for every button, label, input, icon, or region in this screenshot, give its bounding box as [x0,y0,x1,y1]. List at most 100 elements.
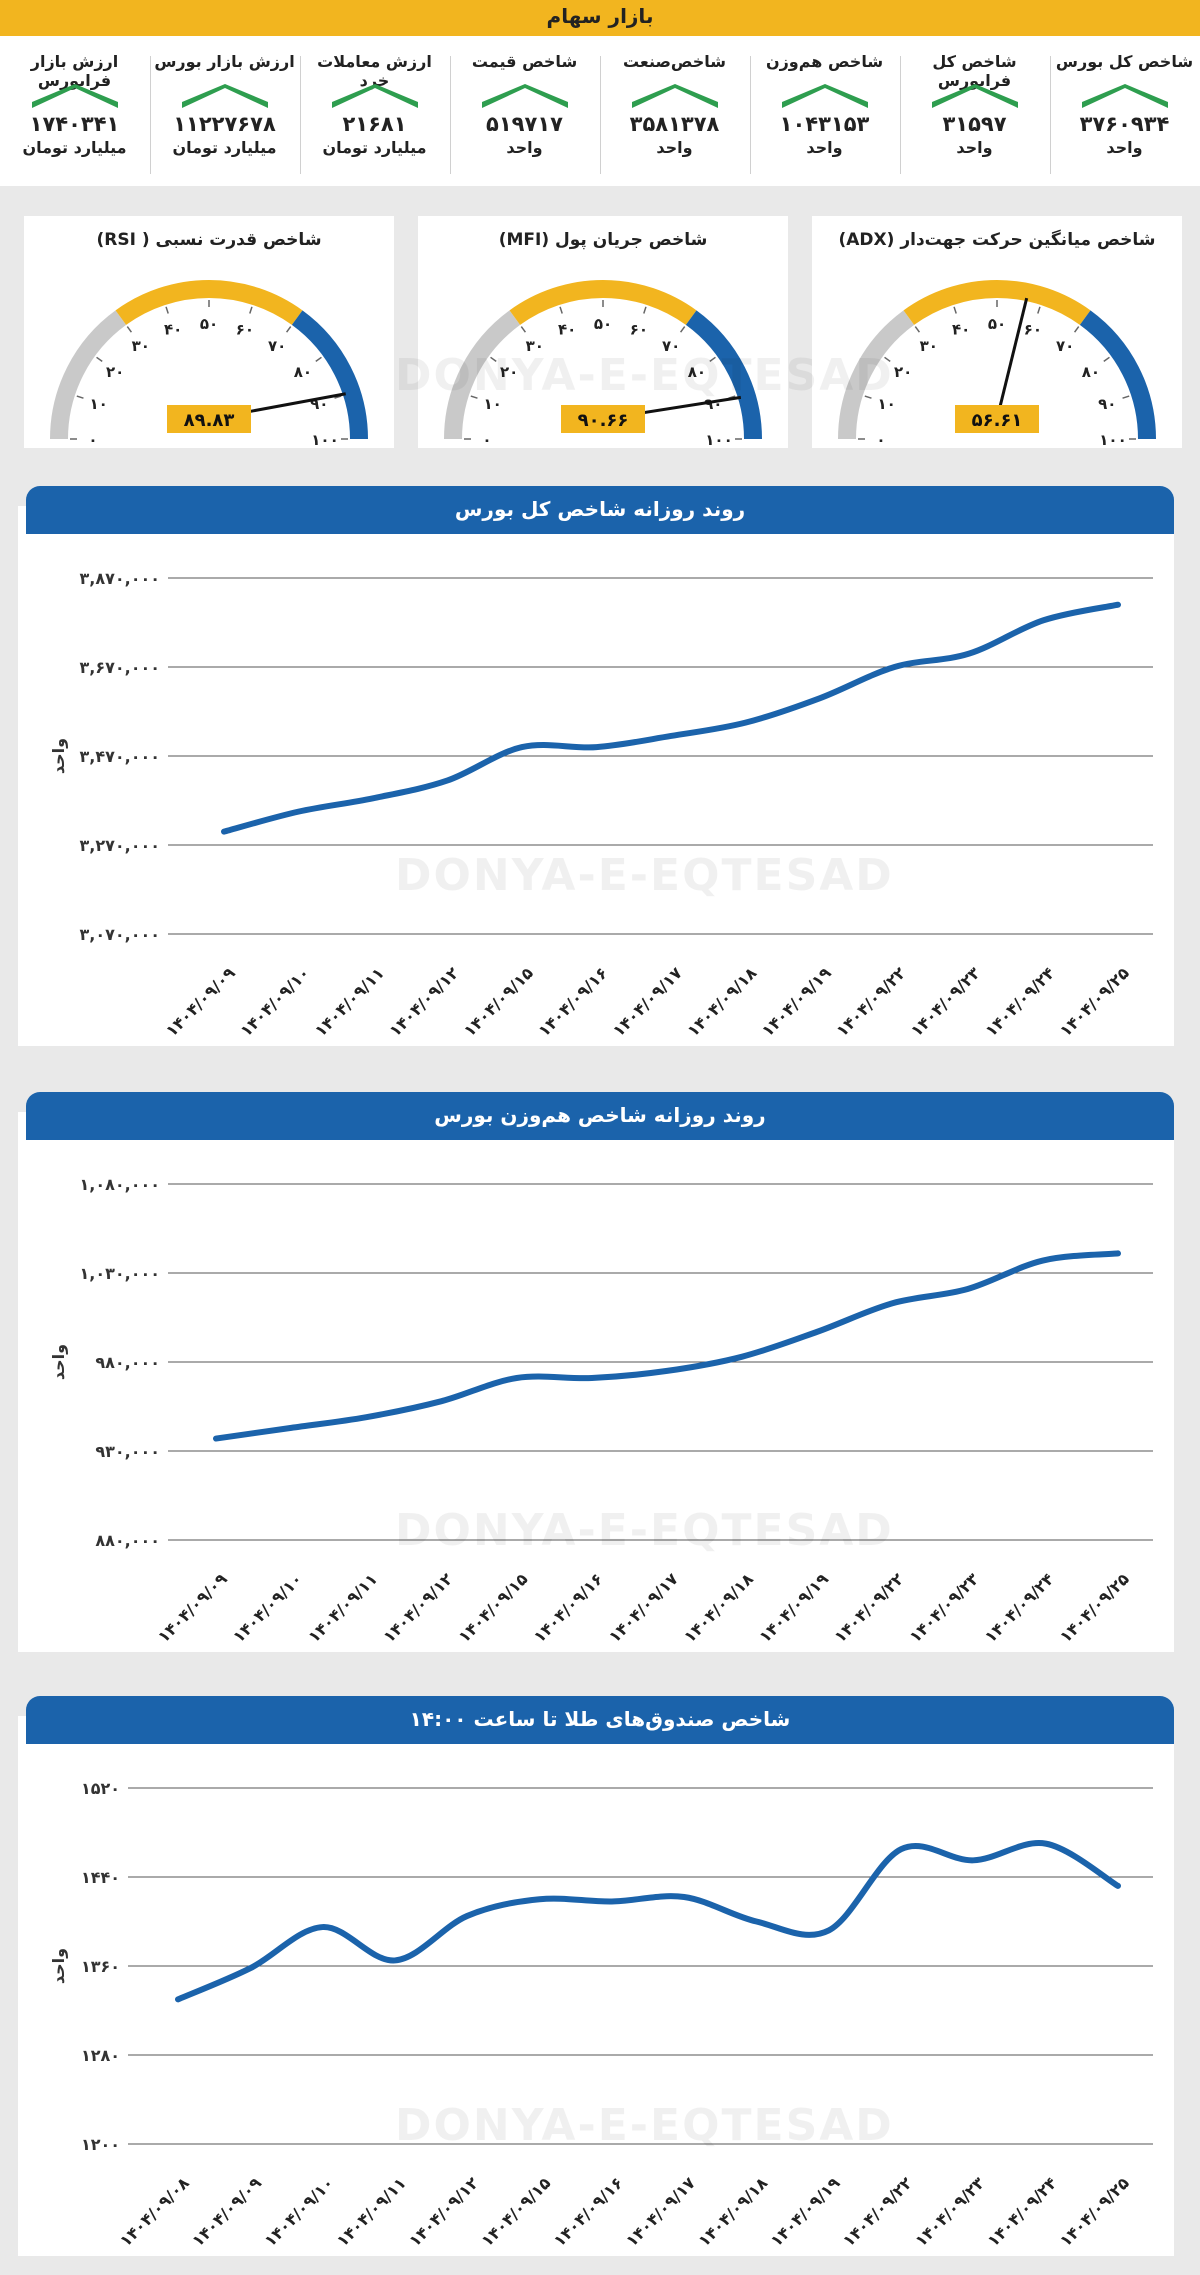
gauge-value: ۵۶.۶۱ [972,410,1023,431]
trend-up-icon [932,84,1018,108]
gauge-tick-label: ۱۰۰ [705,431,732,448]
stats-row: شاخص کل بورس ۳۷۶۰۹۳۴ واحد شاخص کل فرابورس ۳۱… [0,36,1200,186]
y-axis-label: واحد [49,1344,68,1380]
gauge-tick [1073,326,1080,333]
y-tick-label: ۳,۸۷۰,۰۰۰ [79,569,160,588]
stat-unit: واحد [806,138,843,157]
data-point [899,1847,904,1852]
x-tick-label: ۱۴۰۴/۰۹/۱۶ [534,963,611,1040]
gauge-tick-label: ۲۰ [894,363,912,381]
gauge-segment [291,310,368,440]
data-point [1116,1251,1120,1256]
data-point [439,1399,444,1404]
stat-label: شاخص قیمت [471,52,578,71]
data-point [364,1415,369,1420]
stat-label: ارزش بازار بورس [154,52,295,71]
gauge-value: ۹۰.۶۶ [578,410,629,431]
stat-card: شاخص‌صنعت ۳۵۸۱۳۷۸ واحد [600,36,749,186]
divider [750,56,751,174]
section-title: بازار سهام [546,4,654,28]
gauge-tick [914,326,921,333]
data-point [971,1858,976,1863]
line-chart-equal-weight-index: ۸۸۰,۰۰۰ ۹۳۰,۰۰۰ ۹۸۰,۰۰۰ ۱,۰۳۰,۰۰۰ ۱,۰۸۰,۰۰۰ و… [49,1175,1153,1646]
data-point [392,1958,397,1963]
x-tick-label: ۱۴۰۴/۰۹/۰۹ [188,2173,265,2250]
x-tick-label: ۱۴۰۴/۰۹/۱۲ [385,963,462,1040]
stat-unit: واحد [506,138,543,157]
gauge-card: شاخص جریان پول (MFI) ۰ ۱۰ ۲۰ ۳۰ ۴۰ ۵۰ ۶۰ ۷۰ ۸۰ ۹۰ ۱… [418,216,788,448]
trend-up-icon [182,84,268,108]
gauge-tick-label: ۴۰ [952,321,970,339]
x-tick-label: ۱۴۰۴/۰۹/۱۲ [379,1569,456,1646]
divider [1050,56,1051,174]
stat-unit: میلیارد تومان [172,138,277,157]
gauge-tick-label: ۶۰ [236,321,254,339]
stat-label: شاخص‌صنعت [622,52,727,71]
stat-label: شاخص کل بورس [1055,52,1194,71]
gauge-tick-label: ۶۰ [630,321,648,339]
x-tick-label: ۱۴۰۴/۰۹/۰۹ [162,963,239,1040]
data-point [320,1925,325,1930]
series-line [175,1840,1121,2003]
data-point [176,1997,180,2002]
watermark-text: DONYA-E-EQTESAD [395,850,894,901]
data-point [1040,1258,1045,1263]
stat-label: ارزش معاملات خرد [317,52,432,90]
x-tick-label: ۱۴۰۴/۰۹/۲۵ [1056,2173,1133,2250]
gauge-tick-label: ۱۰۰ [1099,431,1126,448]
data-point [1043,1841,1048,1846]
gauge-tick [679,326,686,333]
x-tick-label: ۱۴۰۴/۰۹/۱۱ [333,2173,410,2250]
x-tick-label: ۱۴۰۴/۰۹/۱۲ [405,2173,482,2250]
data-point [371,796,375,801]
y-tick-label: ۳,۲۷۰,۰۰۰ [79,836,160,855]
y-tick-label: ۱,۰۸۰,۰۰۰ [79,1175,160,1194]
x-tick-label: ۱۴۰۴/۰۹/۲۲ [839,2173,916,2250]
stat-unit: واحد [956,138,993,157]
x-tick-label: ۱۴۰۴/۰۹/۲۳ [907,963,984,1040]
gauge-segment [838,310,915,440]
data-point [594,745,599,750]
gauge-segment [903,280,1091,325]
x-tick-label: ۱۴۰۴/۰۹/۱۱ [304,1569,381,1646]
gauge-tick-label: ۶۰ [1024,321,1042,339]
y-tick-label: ۳,۶۷۰,۰۰۰ [79,658,160,677]
x-tick-label: ۱۴۰۴/۰۹/۲۲ [832,963,909,1040]
gauge-tick-label: ۰ [88,431,97,448]
stat-card: ارزش معاملات خرد ۲۱۶۸۱ میلیارد تومان [300,36,449,186]
gauge-segment [444,310,521,440]
divider [900,56,901,174]
data-point [890,1301,895,1306]
y-tick-label: ۳,۰۷۰,۰۰۰ [79,925,160,944]
x-tick-label: ۱۴۰۴/۰۹/۰۸ [116,2173,193,2250]
gauge-card: شاخص قدرت نسبی ( RSI) ۰ ۱۰ ۲۰ ۳۰ ۴۰ ۵۰ ۶۰ ۷۰ ۸۰ ۹۰… [24,216,394,448]
x-tick-label: ۱۴۰۴/۰۹/۱۵ [455,1569,532,1646]
chart-card-gold-funds: شاخص صندوق‌های طلا تا ساعت ۱۴:۰۰ ۱۲۰۰ ۱۲۸… [18,1696,1174,2256]
stat-label: ارزش بازار فرابورس [30,52,119,90]
data-point [815,1329,820,1334]
x-tick-label: ۱۴۰۴/۰۹/۱۵ [477,2173,554,2250]
y-tick-label: ۹۳۰,۰۰۰ [95,1442,160,1461]
y-tick-label: ۱۲۸۰ [81,2046,120,2065]
data-point [465,1913,470,1918]
y-tick-label: ۸۸۰,۰۰۰ [95,1531,160,1550]
gauge-tick [953,306,957,314]
gauge-tick-label: ۰ [482,431,491,448]
trend-up-icon [1082,84,1168,108]
x-tick-label: ۱۴۰۴/۰۹/۱۸ [694,2173,771,2250]
gauge-tick [249,306,253,314]
x-tick-label: ۱۴۰۴/۰۹/۱۷ [622,2173,699,2250]
gauge-tick-label: ۲۰ [106,363,124,381]
x-tick-label: ۱۴۰۴/۰۹/۲۴ [981,963,1058,1040]
stat-value: ۱۱۲۲۷۶۷۸ [173,112,276,136]
chart-title: روند روزانه شاخص کل بورس [454,497,746,521]
gauge-tick [709,356,716,363]
data-point [743,720,748,725]
gauge-tick [1122,395,1130,399]
y-tick-label: ۹۸۰,۰۰۰ [95,1353,160,1372]
trend-up-icon [782,84,868,108]
gauge-tick-label: ۱۰ [90,395,108,413]
watermark-text: DONYA-E-EQTESAD [395,2100,894,2151]
gauge-dial: ۰ ۱۰ ۲۰ ۳۰ ۴۰ ۵۰ ۶۰ ۷۰ ۸۰ ۹۰ ۱۰۰ ۵۶.۶۱ [838,280,1156,448]
